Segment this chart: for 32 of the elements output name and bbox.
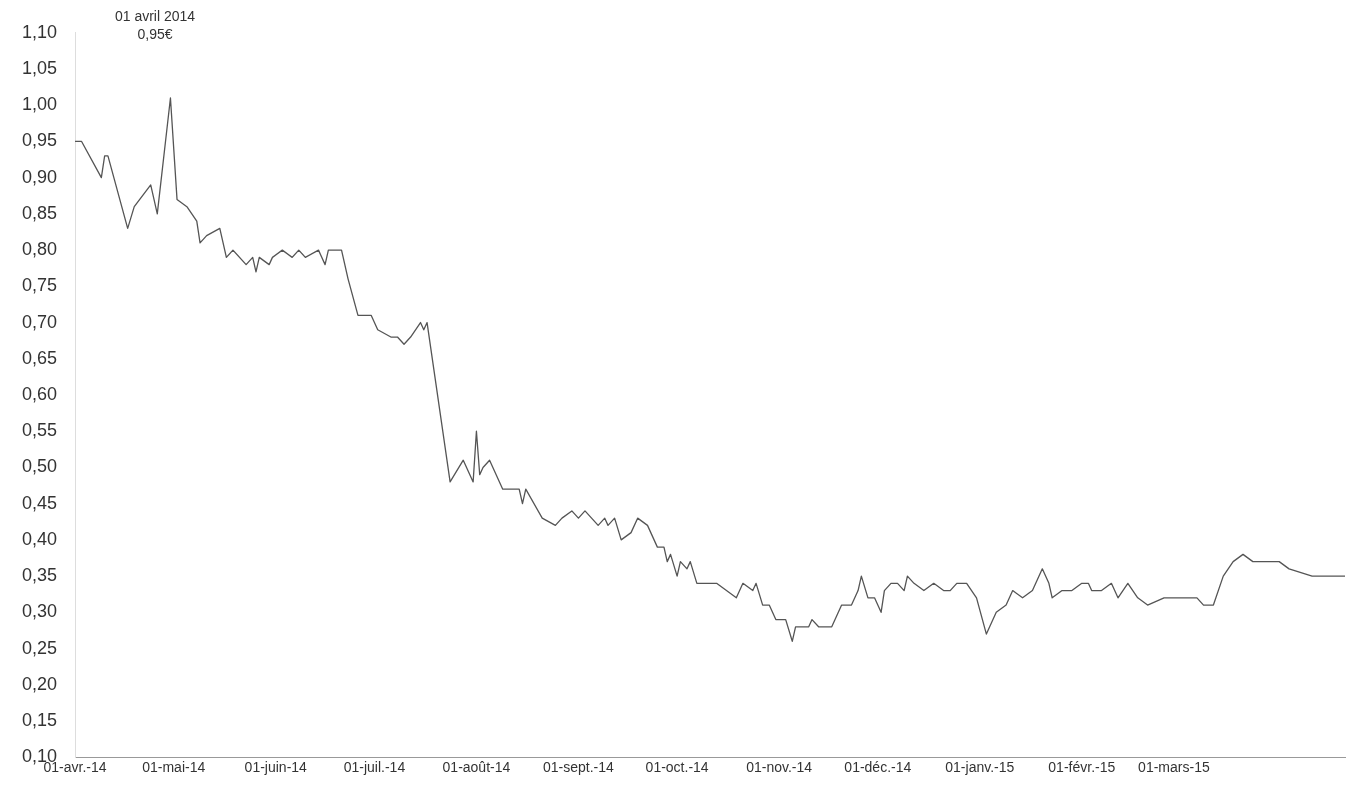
x-tick-label: 01-mai-14 <box>142 759 206 776</box>
y-tick-label: 0,65 <box>21 347 58 368</box>
x-tick-label: 01-févr.-15 <box>1048 759 1116 776</box>
x-tick-label: 01-janv.-15 <box>945 759 1015 776</box>
y-tick-label: 0,70 <box>21 311 58 332</box>
annotation: 01 avril 2014 0,95€ <box>114 7 196 42</box>
y-tick-label: 0,25 <box>21 637 58 658</box>
x-tick-label: 01-juin-14 <box>244 759 308 776</box>
x-tick-label: 01-sept.-14 <box>543 759 615 776</box>
y-tick-label: 0,30 <box>21 601 58 622</box>
y-tick-label: 0,50 <box>21 456 58 477</box>
x-tick-label: 01-déc.-14 <box>844 759 912 776</box>
y-tick-label: 0,80 <box>21 239 58 260</box>
x-tick-label: 01-nov.-14 <box>746 759 813 776</box>
y-tick-label: 0,55 <box>21 420 58 441</box>
x-tick-label: 01-août-14 <box>442 759 511 776</box>
y-tick-label: 0,85 <box>21 202 58 223</box>
y-tick-label: 0,75 <box>21 275 58 296</box>
y-tick-label: 1,00 <box>21 94 58 115</box>
y-tick-label: 0,20 <box>21 673 58 694</box>
x-tick-label: 01-oct.-14 <box>645 759 709 776</box>
y-tick-label: 0,35 <box>21 565 58 586</box>
y-tick-label: 0,95 <box>21 130 58 151</box>
y-tick-label: 0,90 <box>21 166 58 187</box>
y-tick-label: 0,45 <box>21 492 58 513</box>
y-tick-label: 0,60 <box>21 383 58 404</box>
y-tick-label: 0,15 <box>21 709 58 730</box>
y-tick-label: 0,40 <box>21 528 58 549</box>
x-tick-label: 01-mars-15 <box>1138 759 1210 776</box>
x-tick-label: 01-juil.-14 <box>343 759 406 776</box>
y-tick-label: 1,05 <box>21 57 58 78</box>
y-tick-label: 1,10 <box>21 21 58 42</box>
